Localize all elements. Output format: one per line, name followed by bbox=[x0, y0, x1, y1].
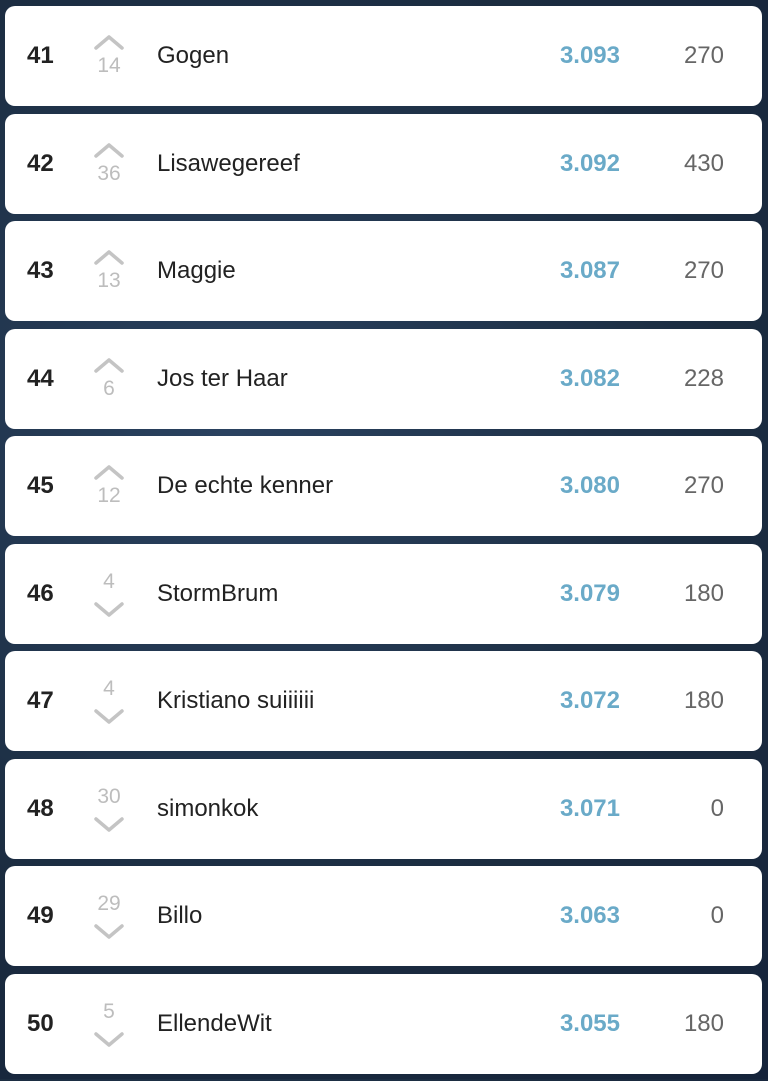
rank: 50 bbox=[27, 1009, 54, 1037]
leaderboard-list: 41 14 Gogen 3.093 270 42 36 Lisawegereef 3.092 43… bbox=[5, 6, 762, 1081]
leaderboard-row[interactable]: 46 4 StormBrum 3.079 180 bbox=[5, 543, 762, 644]
chevron-up-icon bbox=[94, 142, 124, 158]
rank-change-value: 4 bbox=[103, 677, 115, 700]
rank: 41 bbox=[27, 42, 54, 69]
rank: 48 bbox=[27, 794, 54, 822]
rank: 45 bbox=[27, 472, 54, 499]
player-name: Maggie bbox=[157, 257, 236, 284]
rank-change-value: 5 bbox=[103, 999, 115, 1023]
player-name: EllendeWit bbox=[157, 1009, 272, 1037]
player-name: Kristiano suiiiiii bbox=[157, 687, 315, 714]
leaderboard-row[interactable]: 49 29 Billo 3.063 0 bbox=[5, 866, 762, 966]
rank-change-value: 12 bbox=[97, 484, 121, 507]
rank-change: 30 bbox=[89, 785, 129, 835]
rank: 44 bbox=[27, 364, 54, 392]
chevron-down-icon bbox=[94, 816, 124, 832]
leaderboard-row[interactable]: 41 14 Gogen 3.093 270 bbox=[5, 6, 762, 106]
chevron-down-icon bbox=[94, 601, 124, 617]
points: 270 bbox=[683, 472, 724, 499]
player-name: simonkok bbox=[157, 794, 259, 822]
score: 3.093 bbox=[559, 42, 620, 69]
rank: 42 bbox=[27, 149, 54, 177]
rank-change-value: 4 bbox=[103, 569, 115, 593]
leaderboard-row[interactable]: 44 6 Jos ter Haar 3.082 228 bbox=[5, 328, 762, 429]
rank-change-value: 6 bbox=[103, 376, 115, 400]
leaderboard-row[interactable]: 50 5 EllendeWit 3.055 180 bbox=[5, 973, 762, 1074]
chevron-up-icon bbox=[94, 35, 124, 50]
leaderboard-row[interactable]: 45 12 De echte kenner 3.080 270 bbox=[5, 436, 762, 536]
leaderboard-row[interactable]: 42 36 Lisawegereef 3.092 430 bbox=[5, 113, 762, 214]
score: 3.071 bbox=[559, 794, 620, 822]
points: 0 bbox=[710, 902, 724, 929]
player-name: StormBrum bbox=[157, 579, 279, 607]
rank-change: 13 bbox=[89, 247, 129, 297]
rank-change-value: 29 bbox=[97, 892, 121, 915]
player-name: Billo bbox=[157, 902, 203, 929]
rank-change: 14 bbox=[89, 32, 129, 82]
rank-change-value: 30 bbox=[97, 784, 121, 808]
rank: 47 bbox=[27, 687, 54, 714]
points: 270 bbox=[683, 257, 724, 284]
rank-change: 4 bbox=[89, 677, 129, 727]
rank-change: 29 bbox=[89, 892, 129, 942]
score: 3.079 bbox=[559, 579, 620, 607]
chevron-up-icon bbox=[94, 465, 124, 480]
score: 3.082 bbox=[559, 364, 620, 392]
chevron-down-icon bbox=[94, 924, 124, 939]
leaderboard-row[interactable]: 47 4 Kristiano suiiiiii 3.072 180 bbox=[5, 651, 762, 751]
rank-change-value: 13 bbox=[97, 269, 121, 292]
points: 430 bbox=[683, 149, 724, 177]
rank-change: 5 bbox=[89, 1000, 129, 1050]
rank-change: 4 bbox=[89, 570, 129, 620]
points: 0 bbox=[710, 794, 724, 822]
score: 3.087 bbox=[559, 257, 620, 284]
rank-change: 36 bbox=[89, 140, 129, 190]
rank-change: 12 bbox=[89, 462, 129, 512]
chevron-down-icon bbox=[94, 709, 124, 724]
score: 3.063 bbox=[559, 902, 620, 929]
points: 180 bbox=[683, 1009, 724, 1037]
score: 3.080 bbox=[559, 472, 620, 499]
rank-change-value: 14 bbox=[97, 54, 121, 77]
chevron-up-icon bbox=[94, 250, 124, 265]
rank-change-value: 36 bbox=[97, 161, 121, 185]
player-name: Lisawegereef bbox=[157, 149, 300, 177]
rank: 43 bbox=[27, 257, 54, 284]
score: 3.072 bbox=[559, 687, 620, 714]
score: 3.055 bbox=[559, 1009, 620, 1037]
rank-change: 6 bbox=[89, 355, 129, 405]
points: 180 bbox=[683, 687, 724, 714]
leaderboard-row[interactable]: 48 30 simonkok 3.071 0 bbox=[5, 758, 762, 859]
chevron-down-icon bbox=[94, 1031, 124, 1047]
chevron-up-icon bbox=[94, 357, 124, 373]
rank: 46 bbox=[27, 579, 54, 607]
rank: 49 bbox=[27, 902, 54, 929]
player-name: De echte kenner bbox=[157, 472, 334, 499]
points: 180 bbox=[683, 579, 724, 607]
player-name: Jos ter Haar bbox=[157, 364, 288, 392]
points: 228 bbox=[683, 364, 724, 392]
points: 270 bbox=[683, 42, 724, 69]
leaderboard-row[interactable]: 43 13 Maggie 3.087 270 bbox=[5, 221, 762, 321]
player-name: Gogen bbox=[157, 42, 230, 69]
score: 3.092 bbox=[559, 149, 620, 177]
